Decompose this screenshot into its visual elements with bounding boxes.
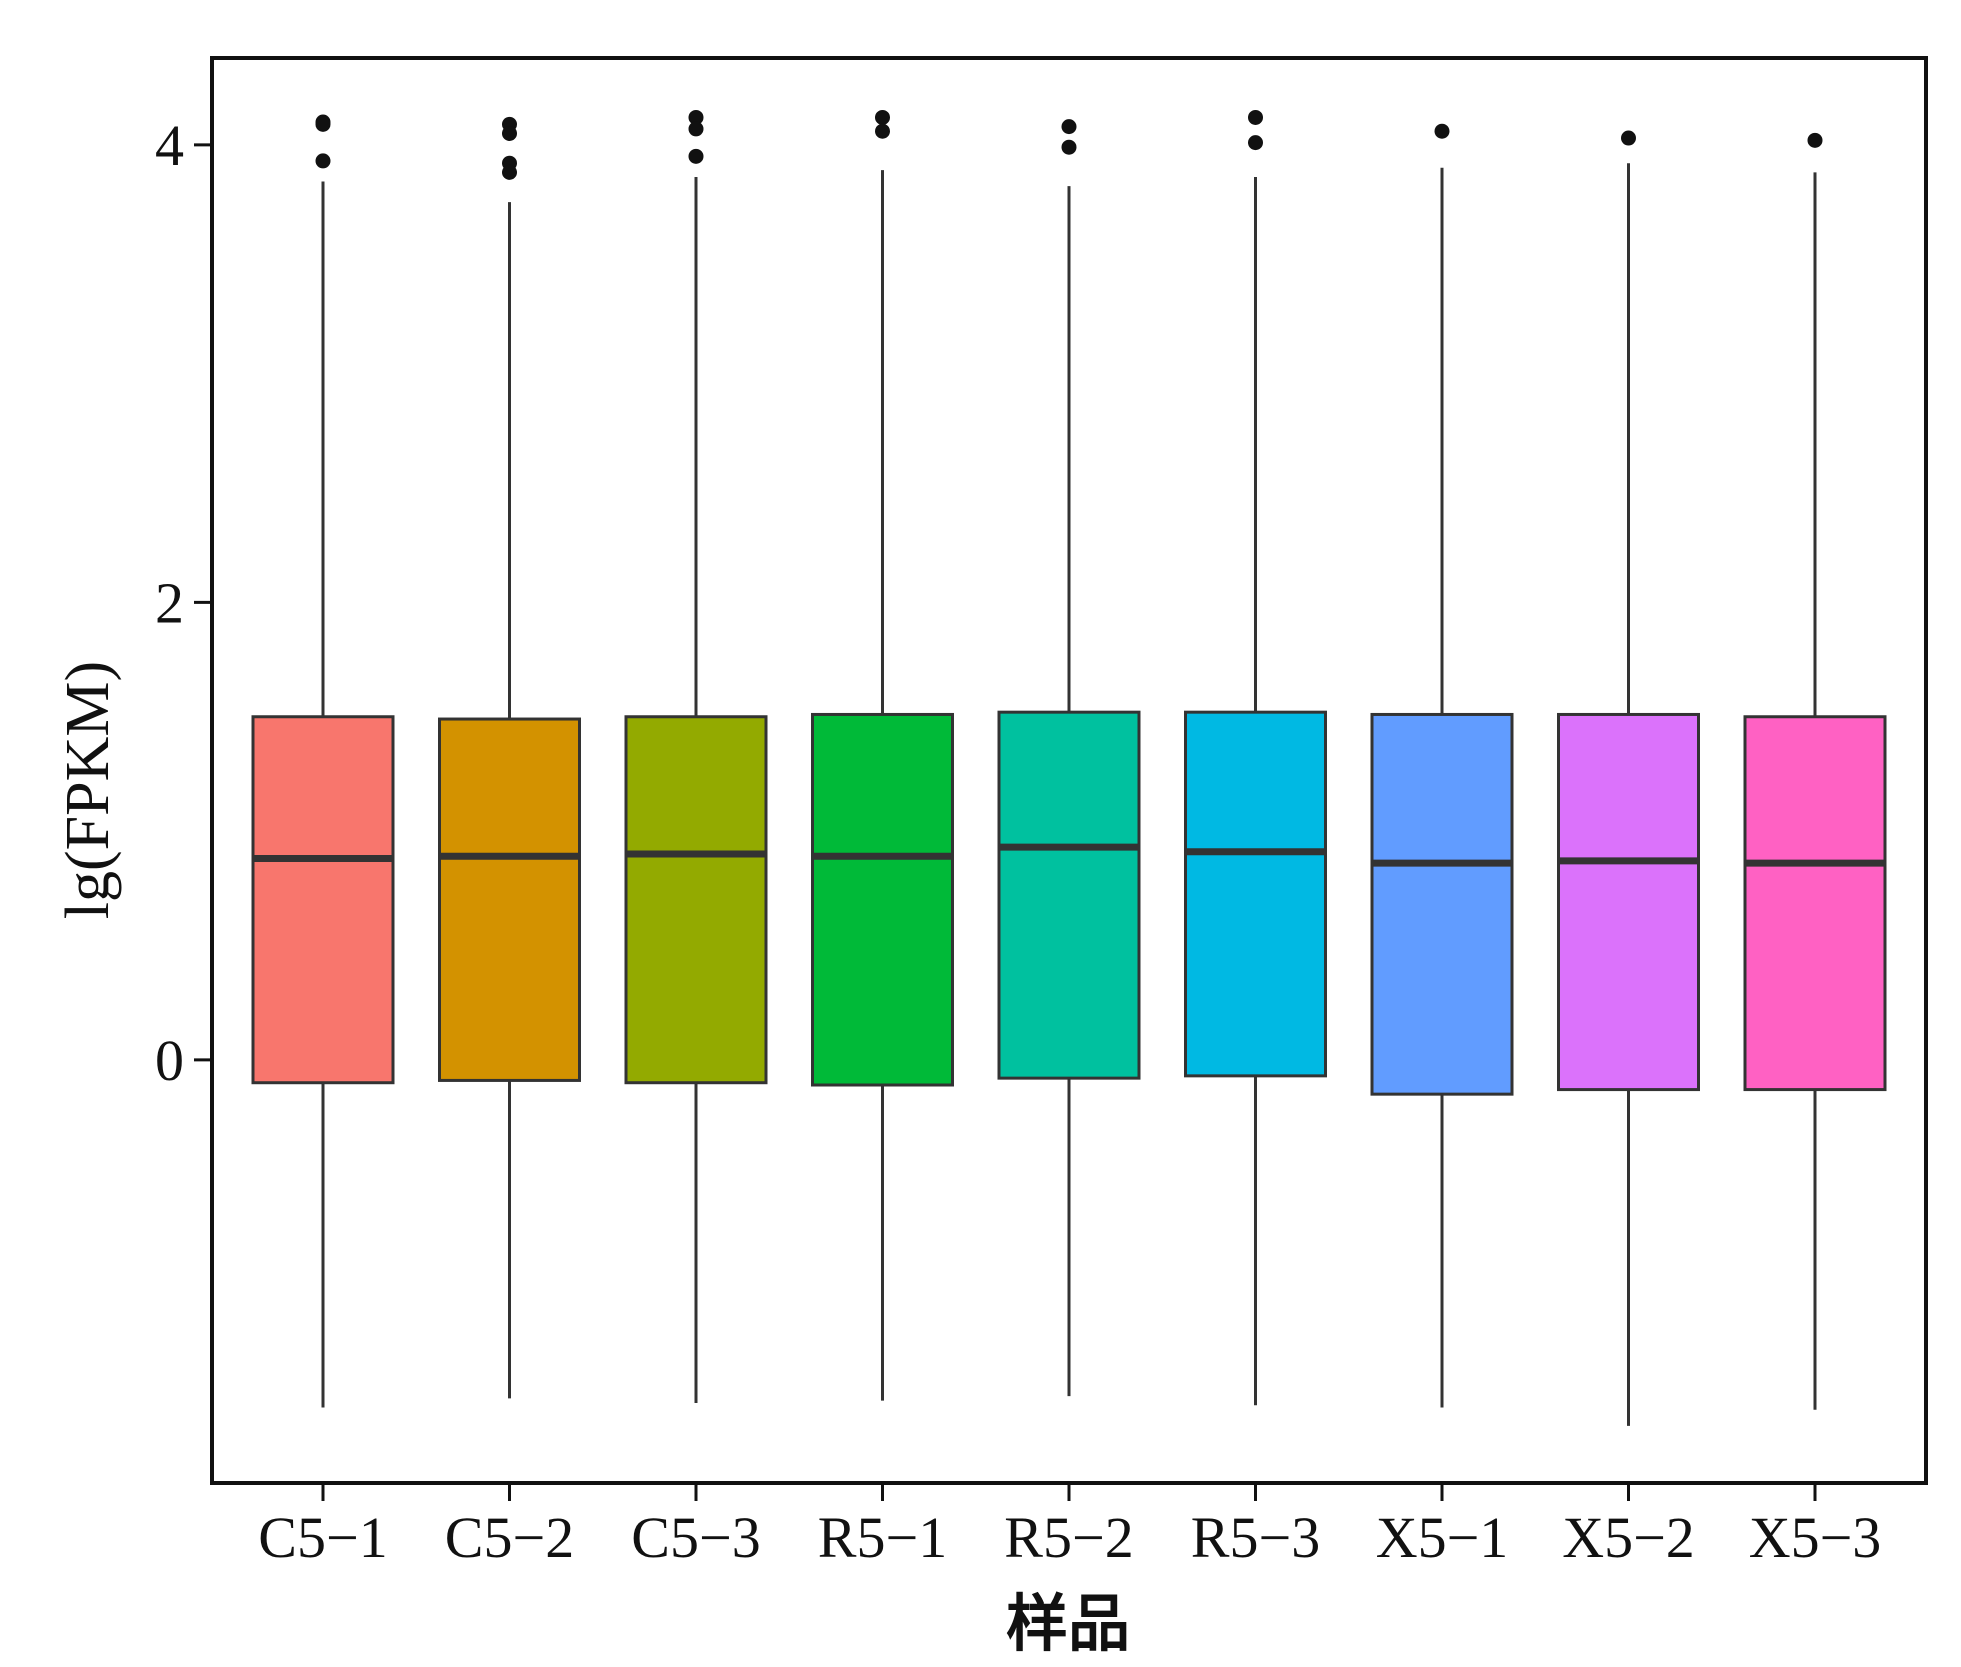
box-body (997, 710, 1141, 1080)
box-body (1743, 715, 1887, 1092)
x-tick-label: X5−1 (1376, 1505, 1509, 1570)
outlier-point (315, 153, 331, 169)
x-axis-title: 样品 (1006, 1587, 1130, 1660)
outlier-point (875, 123, 890, 139)
y-axis-title: lg(FPKM) (54, 661, 122, 919)
boxes-layer (251, 109, 1887, 1426)
box-body (1370, 712, 1514, 1096)
box-group-8 (1557, 130, 1700, 1426)
x-tick-label: C5−1 (258, 1505, 387, 1570)
box-group-7 (1370, 123, 1514, 1408)
outlier-point (1248, 135, 1263, 151)
box-group-2 (438, 116, 581, 1399)
box-group-4 (811, 109, 954, 1401)
outlier-point (1621, 130, 1636, 146)
x-tick-label: C5−3 (631, 1505, 760, 1570)
x-tick-label: C5−2 (445, 1505, 574, 1570)
box-body (1557, 712, 1700, 1092)
box-body (1184, 710, 1327, 1078)
x-tick-label: X5−2 (1562, 1505, 1695, 1570)
outlier-point (502, 125, 517, 141)
outlier-point (1248, 109, 1263, 125)
outlier-point (688, 148, 704, 164)
x-tick-label: R5−1 (818, 1505, 947, 1570)
outlier-point (502, 164, 517, 180)
outlier-point (1061, 119, 1077, 135)
x-tick-label: X5−3 (1749, 1505, 1882, 1570)
x-tick-label: R5−2 (1004, 1505, 1133, 1570)
x-tick-label: R5−3 (1191, 1505, 1320, 1570)
y-tick-label: 4 (155, 113, 184, 178)
box-body (811, 712, 954, 1087)
box-body (251, 715, 395, 1085)
box-body (624, 715, 768, 1085)
box-body (438, 717, 581, 1082)
y-tick-label: 0 (155, 1028, 184, 1093)
outlier-point (315, 116, 331, 132)
box-group-3 (624, 109, 768, 1403)
outlier-point (1807, 132, 1823, 148)
box-group-6 (1184, 109, 1327, 1406)
box-group-5 (997, 119, 1141, 1397)
y-tick-label: 2 (155, 570, 184, 635)
outlier-point (688, 109, 704, 125)
outlier-point (1434, 123, 1450, 139)
outlier-point (688, 121, 704, 137)
box-group-9 (1743, 132, 1887, 1410)
box-group-1 (251, 114, 395, 1408)
outlier-point (875, 109, 890, 125)
outlier-point (1061, 139, 1077, 155)
ticks-layer: C5−1 C5−2 C5−3 R5−1 R5−2 R5−3 X5−1 X5−2 X5−3 0 2 4 (155, 113, 1881, 1570)
